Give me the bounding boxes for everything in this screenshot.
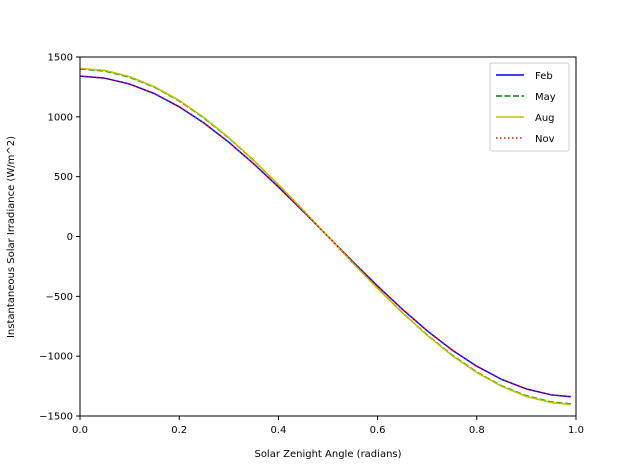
x-tick-label: 0.2: [171, 425, 187, 436]
legend-box: [489, 62, 570, 152]
x-tick-label: 0.0: [72, 425, 88, 436]
y-tick-label: −1500: [39, 412, 73, 423]
x-tick-label: 1.0: [568, 425, 584, 436]
y-tick-label: 1500: [48, 53, 73, 64]
y-axis-label: Instantaneous Solar Irradiance (W/m^2): [6, 136, 17, 338]
legend-label-may: May: [535, 92, 556, 103]
legend-label-feb: Feb: [535, 71, 553, 82]
legend: Feb May Aug Nov: [489, 62, 570, 152]
x-tick-label: 0.8: [469, 425, 485, 436]
y-axis-ticks: −1500 −1000 −500 0 500 1000 1500: [39, 53, 80, 423]
x-tick-label: 0.6: [370, 425, 386, 436]
y-tick-label: 500: [54, 172, 73, 183]
legend-label-aug: Aug: [535, 113, 555, 124]
y-tick-label: 0: [67, 232, 73, 243]
y-tick-label: −1000: [39, 352, 73, 363]
series-line-aug: [79, 67, 572, 406]
x-tick-label: 0.4: [270, 425, 286, 436]
legend-label-nov: Nov: [535, 134, 555, 145]
x-axis-ticks: 0.0 0.2 0.4 0.6 0.8 1.0: [72, 416, 584, 436]
y-tick-label: 1000: [48, 112, 73, 123]
y-tick-label: −500: [46, 292, 73, 303]
series-layer: [79, 67, 572, 406]
x-axis-label: Solar Zenight Angle (radians): [254, 449, 401, 460]
